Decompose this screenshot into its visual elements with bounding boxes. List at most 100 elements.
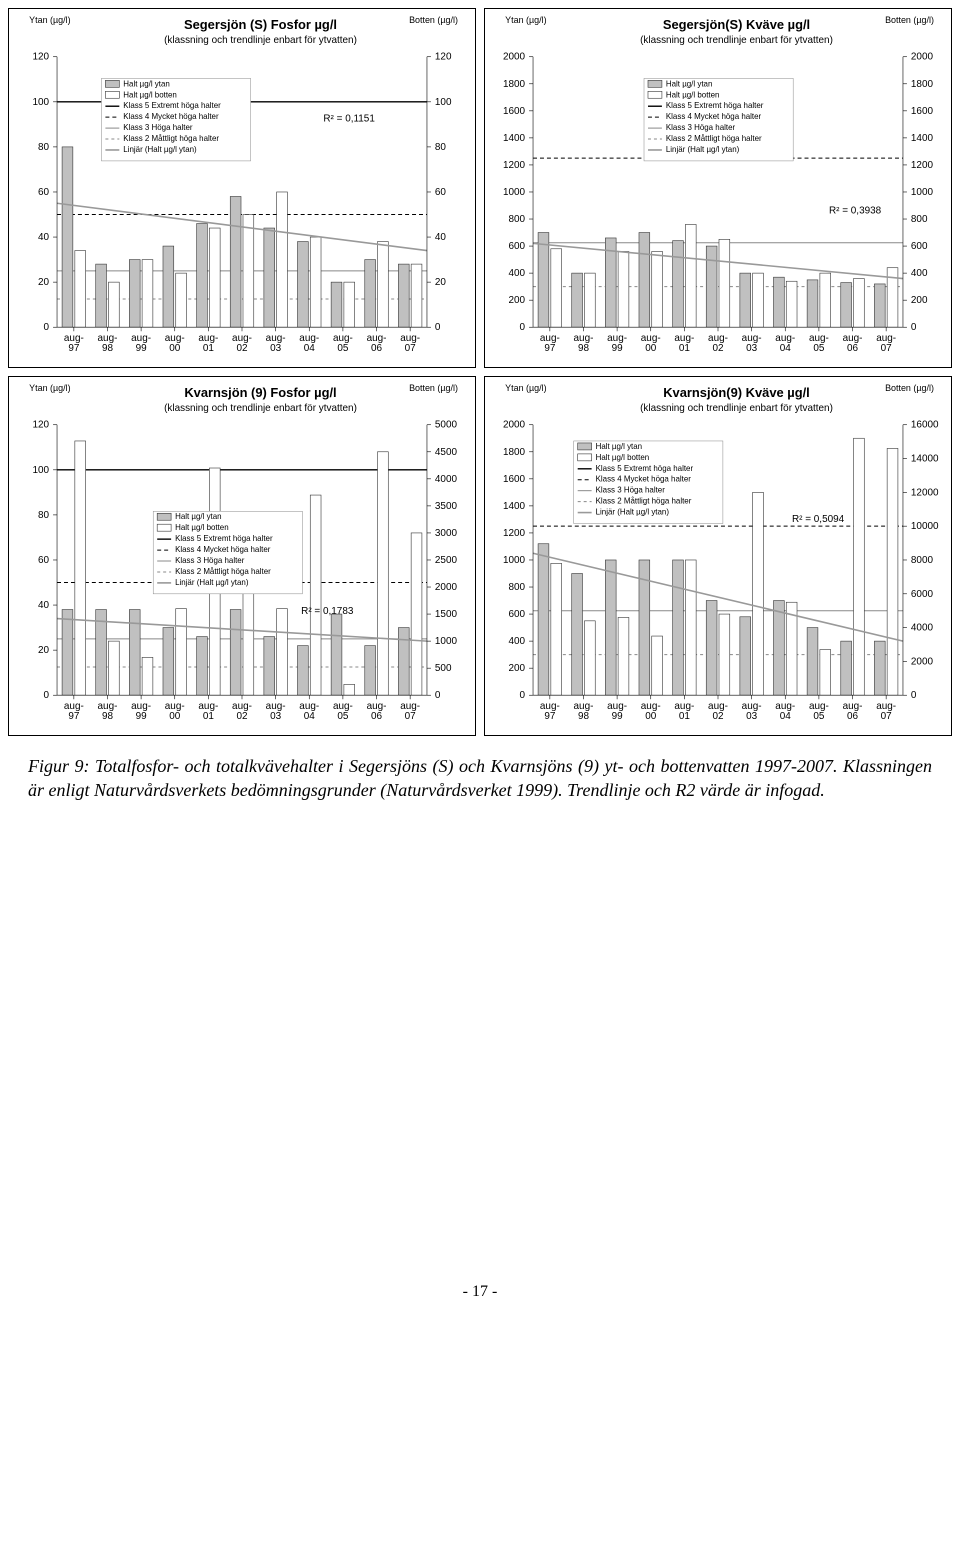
svg-text:1200: 1200 bbox=[911, 160, 934, 171]
svg-text:400: 400 bbox=[911, 268, 928, 279]
svg-text:Linjär (Halt µg/l ytan): Linjär (Halt µg/l ytan) bbox=[123, 145, 197, 154]
svg-text:1600: 1600 bbox=[911, 106, 934, 117]
svg-text:Halt µg/l ytan: Halt µg/l ytan bbox=[175, 512, 222, 521]
svg-text:Ytan (µg/l): Ytan (µg/l) bbox=[505, 15, 546, 25]
svg-text:03: 03 bbox=[746, 343, 758, 354]
svg-text:Klass 5 Extremt höga halter: Klass 5 Extremt höga halter bbox=[596, 464, 694, 473]
svg-text:80: 80 bbox=[38, 510, 50, 521]
svg-text:Klass 5 Extremt höga halter: Klass 5 Extremt höga halter bbox=[175, 534, 273, 543]
svg-text:97: 97 bbox=[544, 711, 556, 722]
svg-text:20: 20 bbox=[38, 645, 50, 656]
svg-text:1800: 1800 bbox=[503, 447, 526, 458]
svg-text:2500: 2500 bbox=[435, 555, 458, 566]
svg-text:100: 100 bbox=[32, 97, 49, 108]
svg-text:800: 800 bbox=[508, 214, 525, 225]
svg-text:07: 07 bbox=[405, 343, 417, 354]
svg-text:04: 04 bbox=[304, 343, 316, 354]
svg-text:Botten (µg/l): Botten (µg/l) bbox=[885, 15, 934, 25]
svg-text:04: 04 bbox=[304, 711, 316, 722]
svg-text:(klassning och trendlinje enba: (klassning och trendlinje enbart för ytv… bbox=[164, 403, 357, 414]
svg-text:06: 06 bbox=[847, 711, 859, 722]
svg-text:(klassning och trendlinje enba: (klassning och trendlinje enbart för ytv… bbox=[640, 35, 833, 46]
svg-text:Halt µg/l botten: Halt µg/l botten bbox=[123, 90, 177, 99]
svg-text:02: 02 bbox=[712, 711, 724, 722]
svg-text:1200: 1200 bbox=[503, 160, 526, 171]
svg-text:14000: 14000 bbox=[911, 454, 939, 465]
svg-text:3000: 3000 bbox=[435, 528, 458, 539]
svg-text:Halt µg/l botten: Halt µg/l botten bbox=[666, 90, 720, 99]
svg-text:Klass 2 Måttligt höga halter: Klass 2 Måttligt höga halter bbox=[123, 134, 219, 143]
svg-text:Klass 2 Måttligt höga halter: Klass 2 Måttligt höga halter bbox=[596, 497, 692, 506]
svg-text:8000: 8000 bbox=[911, 555, 934, 566]
svg-text:0: 0 bbox=[911, 690, 917, 701]
svg-text:99: 99 bbox=[136, 711, 148, 722]
page-number: - 17 - bbox=[8, 1283, 952, 1301]
svg-text:10000: 10000 bbox=[911, 521, 939, 532]
svg-text:05: 05 bbox=[337, 343, 349, 354]
svg-text:07: 07 bbox=[405, 711, 417, 722]
svg-text:Botten (µg/l): Botten (µg/l) bbox=[409, 383, 458, 393]
svg-text:07: 07 bbox=[881, 343, 893, 354]
svg-text:05: 05 bbox=[813, 343, 825, 354]
svg-text:Botten (µg/l): Botten (µg/l) bbox=[885, 383, 934, 393]
svg-text:16000: 16000 bbox=[911, 420, 939, 431]
svg-text:02: 02 bbox=[236, 343, 248, 354]
svg-text:0: 0 bbox=[520, 690, 526, 701]
svg-text:6000: 6000 bbox=[911, 589, 934, 600]
svg-text:R² = 0,1151: R² = 0,1151 bbox=[323, 114, 375, 125]
svg-text:(klassning och trendlinje enba: (klassning och trendlinje enbart för ytv… bbox=[640, 403, 833, 414]
svg-text:0: 0 bbox=[520, 322, 526, 333]
svg-text:1400: 1400 bbox=[503, 501, 526, 512]
svg-text:Ytan (µg/l): Ytan (µg/l) bbox=[29, 383, 70, 393]
svg-text:99: 99 bbox=[612, 711, 624, 722]
svg-text:06: 06 bbox=[847, 343, 859, 354]
panel-seg-fosfor: Ytan (µg/l)Botten (µg/l)Segersjön (S) Fo… bbox=[8, 8, 476, 368]
svg-text:1000: 1000 bbox=[503, 187, 526, 198]
svg-text:05: 05 bbox=[813, 711, 825, 722]
svg-text:01: 01 bbox=[679, 343, 691, 354]
svg-text:80: 80 bbox=[435, 142, 447, 153]
svg-text:02: 02 bbox=[712, 343, 724, 354]
svg-text:Klass 4 Mycket höga halter: Klass 4 Mycket höga halter bbox=[666, 112, 762, 121]
svg-text:120: 120 bbox=[32, 52, 49, 63]
svg-text:00: 00 bbox=[645, 343, 657, 354]
svg-text:Klass 4 Mycket höga halter: Klass 4 Mycket höga halter bbox=[596, 475, 692, 484]
svg-text:Klass 2 Måttligt höga halter: Klass 2 Måttligt höga halter bbox=[666, 134, 762, 143]
chart-grid: Ytan (µg/l) Botten (µg/l) Segersjön (S) Fo… bbox=[8, 8, 952, 736]
svg-text:5000: 5000 bbox=[435, 420, 458, 431]
svg-text:12000: 12000 bbox=[911, 487, 939, 498]
svg-text:80: 80 bbox=[38, 142, 50, 153]
svg-text:4500: 4500 bbox=[435, 447, 458, 458]
svg-text:03: 03 bbox=[270, 343, 282, 354]
svg-text:Halt µg/l ytan: Halt µg/l ytan bbox=[123, 79, 170, 88]
svg-text:Segersjön (S) Fosfor µg/l: Segersjön (S) Fosfor µg/l bbox=[184, 17, 337, 32]
svg-text:(klassning och trendlinje enba: (klassning och trendlinje enbart för ytv… bbox=[164, 35, 357, 46]
svg-text:200: 200 bbox=[911, 295, 928, 306]
svg-text:400: 400 bbox=[508, 268, 525, 279]
svg-text:0: 0 bbox=[44, 690, 50, 701]
svg-text:800: 800 bbox=[911, 214, 928, 225]
svg-text:1800: 1800 bbox=[503, 79, 526, 90]
svg-text:97: 97 bbox=[68, 343, 80, 354]
svg-text:400: 400 bbox=[508, 636, 525, 647]
svg-text:40: 40 bbox=[38, 600, 50, 611]
svg-text:Halt µg/l botten: Halt µg/l botten bbox=[175, 523, 229, 532]
svg-text:00: 00 bbox=[169, 343, 181, 354]
svg-text:01: 01 bbox=[203, 343, 215, 354]
svg-text:0: 0 bbox=[911, 322, 917, 333]
svg-text:1500: 1500 bbox=[435, 609, 458, 620]
svg-text:99: 99 bbox=[136, 343, 148, 354]
svg-text:03: 03 bbox=[746, 711, 758, 722]
svg-text:120: 120 bbox=[435, 52, 452, 63]
svg-text:Klass 2 Måttligt höga halter: Klass 2 Måttligt höga halter bbox=[175, 567, 271, 576]
svg-text:Klass 3 Höga halter: Klass 3 Höga halter bbox=[596, 486, 666, 495]
figure-caption: Figur 9: Totalfosfor- och totalkvävehalt… bbox=[28, 754, 932, 803]
svg-text:0: 0 bbox=[435, 322, 441, 333]
svg-text:60: 60 bbox=[38, 187, 50, 198]
panel-seg-kvave: Ytan (µg/l)Botten (µg/l)Segersjön(S) Kvä… bbox=[484, 8, 952, 368]
svg-text:1400: 1400 bbox=[503, 133, 526, 144]
svg-text:Klass 5 Extremt höga halter: Klass 5 Extremt höga halter bbox=[123, 101, 221, 110]
svg-text:98: 98 bbox=[578, 343, 590, 354]
svg-text:R² = 0,1783: R² = 0,1783 bbox=[301, 606, 354, 617]
svg-text:04: 04 bbox=[780, 343, 792, 354]
